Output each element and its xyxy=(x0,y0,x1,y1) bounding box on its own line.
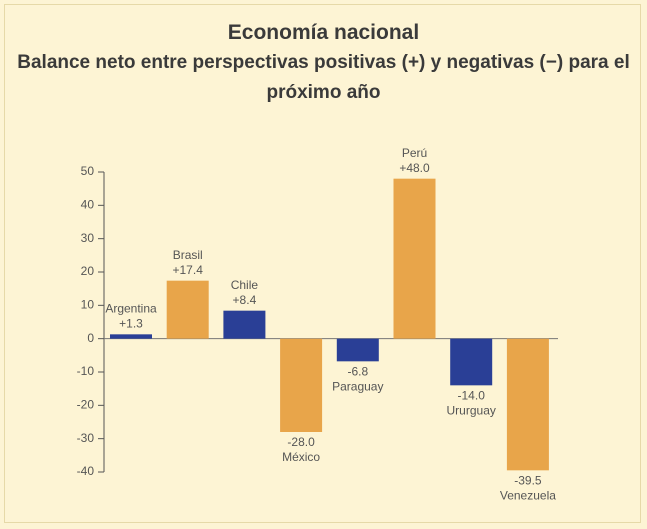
category-label: Chile xyxy=(231,278,259,292)
y-tick-label: 0 xyxy=(87,331,94,345)
y-tick-label: -30 xyxy=(77,431,95,445)
bar xyxy=(166,280,209,339)
bar xyxy=(336,338,379,362)
value-label: +8.4 xyxy=(233,293,257,307)
value-label: -39.5 xyxy=(514,474,542,488)
value-label: -6.8 xyxy=(347,365,368,379)
bar xyxy=(110,334,152,339)
y-tick-label: 40 xyxy=(81,198,95,212)
y-tick-label: -20 xyxy=(77,398,95,412)
y-tick-label: -40 xyxy=(77,464,95,478)
value-label: +48.0 xyxy=(399,161,430,175)
category-label: Argentina xyxy=(105,302,157,316)
titles: Economía nacional Balance neto entre per… xyxy=(6,18,641,108)
category-label: Perú xyxy=(402,146,427,160)
category-label: Paraguay xyxy=(332,380,383,394)
chart-subtitle: Balance neto entre perspectivas positiva… xyxy=(17,52,630,103)
category-label: Venezuela xyxy=(500,489,556,503)
y-tick-label: 50 xyxy=(81,164,95,178)
frame xyxy=(4,4,641,523)
bar xyxy=(280,338,323,432)
value-label: -14.0 xyxy=(458,389,486,403)
category-label: México xyxy=(282,450,320,464)
y-tick-label: 10 xyxy=(81,298,95,312)
category-label: Ururguay xyxy=(447,404,496,418)
category-label: Brasil xyxy=(173,248,203,262)
y-tick-label: 20 xyxy=(81,264,95,278)
bar xyxy=(450,338,493,386)
bar xyxy=(223,310,266,339)
y-tick-label: 30 xyxy=(81,231,95,245)
bar xyxy=(393,178,436,339)
chart-title: Economía nacional xyxy=(227,21,420,44)
value-label: +17.4 xyxy=(173,263,204,277)
value-label: -28.0 xyxy=(287,435,315,449)
value-label: +1.3 xyxy=(119,317,143,331)
y-tick-label: -10 xyxy=(77,364,95,378)
bar xyxy=(506,338,549,471)
